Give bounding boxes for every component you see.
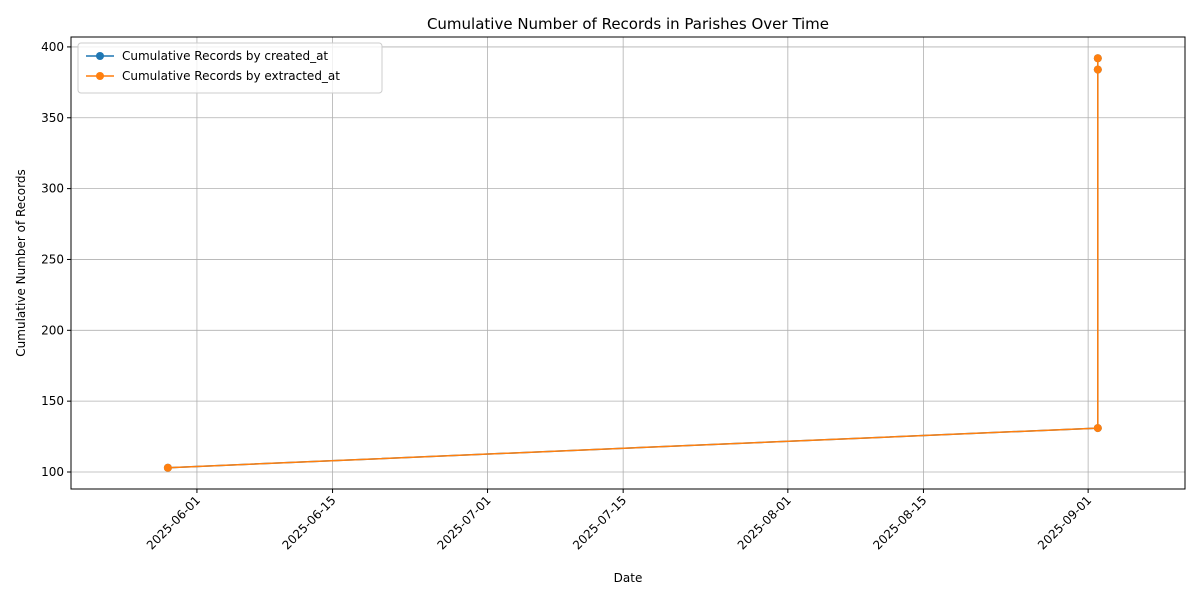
legend-label: Cumulative Records by created_at: [122, 49, 328, 63]
x-tick-label: 2025-08-15: [870, 493, 929, 552]
x-tick-label: 2025-07-01: [434, 493, 493, 552]
legend-label: Cumulative Records by extracted_at: [122, 69, 340, 83]
legend-box: [77, 42, 383, 94]
grid-lines: [71, 37, 1185, 489]
y-tick-label: 350: [41, 111, 64, 125]
x-tick-label: 2025-08-01: [735, 493, 794, 552]
y-tick-label: 400: [41, 40, 64, 54]
y-axis-label: Cumulative Number of Records: [14, 169, 28, 356]
x-axis-ticks: 2025-06-01 2025-06-15 2025-07-01 2025-07-15…: [144, 489, 1094, 552]
x-axis-label: Date: [614, 571, 643, 585]
data-point: [1093, 65, 1102, 74]
series-1: [163, 54, 1102, 472]
legend-swatch-marker: [96, 52, 104, 60]
series-line: [167, 58, 1099, 469]
data-point: [163, 463, 172, 472]
x-tick-label: 2025-09-01: [1035, 493, 1094, 552]
data-point: [1093, 54, 1102, 63]
data-point: [1093, 424, 1102, 433]
x-tick-label: 2025-07-15: [570, 493, 629, 552]
x-tick-label: 2025-06-15: [279, 493, 338, 552]
y-tick-label: 300: [41, 182, 64, 196]
y-axis-ticks: 100 150 200 250 300 350 400: [41, 40, 71, 479]
y-tick-label: 250: [41, 252, 64, 266]
chart-title: Cumulative Number of Records in Parishes…: [427, 15, 829, 33]
y-tick-label: 200: [41, 323, 64, 337]
legend: Cumulative Records by created_at Cumulat…: [77, 42, 383, 94]
series-line: [167, 58, 1099, 469]
y-tick-label: 100: [41, 465, 64, 479]
legend-swatch-marker: [96, 72, 104, 80]
series-0: [163, 54, 1102, 472]
plot-area-frame: [70, 36, 1186, 490]
series-group: [163, 54, 1102, 472]
y-tick-label: 150: [41, 394, 64, 408]
legend-entry-extracted-at: Cumulative Records by extracted_at: [86, 69, 340, 83]
legend-entry-created-at: Cumulative Records by created_at: [86, 49, 328, 63]
x-tick-label: 2025-06-01: [144, 493, 203, 552]
